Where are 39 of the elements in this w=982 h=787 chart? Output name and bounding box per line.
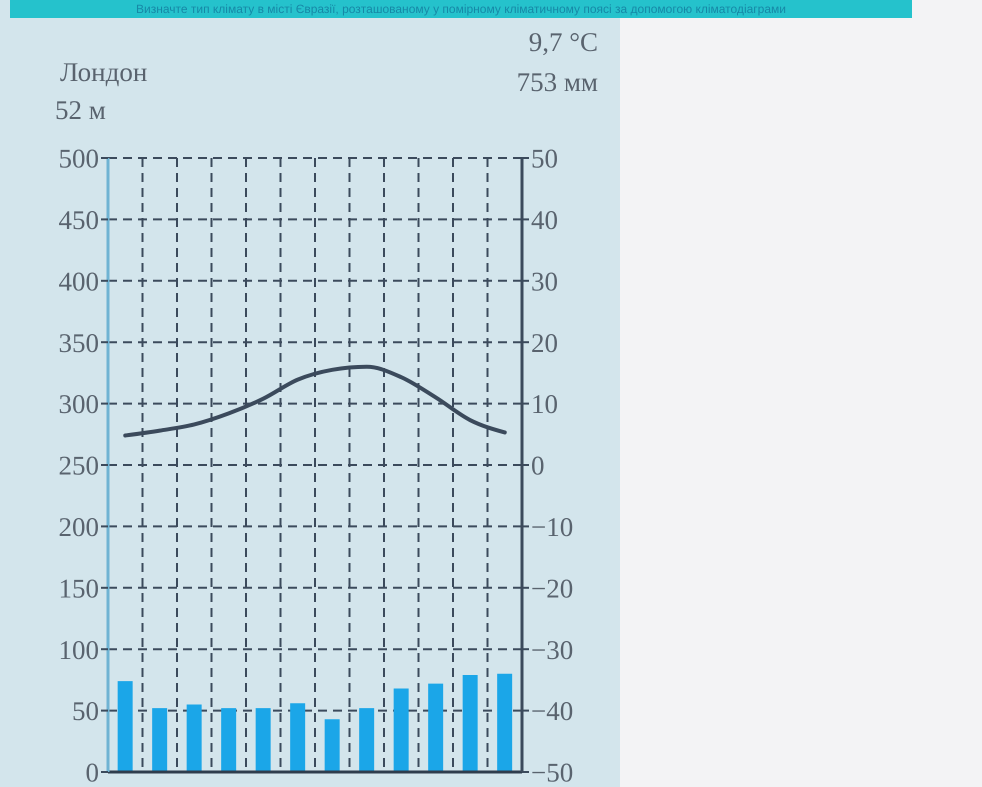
- y2-tick-label: 0: [531, 450, 544, 481]
- chart-title: Визначте тип клімату в місті Євразії, розташованому у помірному кліматичному поясі за допомогою кліматодіаграми: [10, 0, 912, 18]
- text: Лондон: [60, 56, 148, 88]
- bar: [497, 674, 512, 772]
- y2-tick-label: 30: [531, 266, 558, 296]
- y2-tick-label: 50: [531, 144, 558, 174]
- y2-tick-label: 40: [531, 204, 558, 235]
- y-tick-label: 400: [58, 266, 99, 296]
- y-tick-label: 250: [58, 450, 99, 481]
- bar: [359, 708, 374, 772]
- bar: [462, 674, 478, 772]
- y-tick-label: 0: [86, 758, 99, 787]
- y-tick-label: 100: [58, 634, 99, 665]
- bar: [221, 708, 236, 772]
- bar: [324, 719, 340, 772]
- y-tick-label: 500: [58, 144, 99, 174]
- y2-tick-label: −40: [531, 696, 574, 726]
- y-tick-label: 350: [58, 328, 99, 358]
- bar: [118, 681, 133, 772]
- text: 52 м: [55, 94, 106, 126]
- y2-tick-label: 10: [531, 389, 558, 420]
- y2-tick-label: −20: [531, 573, 574, 604]
- bar: [290, 703, 306, 772]
- bar: [186, 704, 202, 772]
- y2-tick-label: −30: [531, 634, 574, 665]
- y-tick-label: 150: [58, 573, 99, 604]
- text: 753 мм: [516, 66, 598, 98]
- y-tick-label: 300: [58, 389, 99, 420]
- bar: [256, 708, 271, 772]
- bar: [152, 708, 168, 772]
- text: 9,7 °C: [528, 26, 598, 58]
- y2-tick-label: −50: [531, 758, 574, 787]
- y-tick-label: 200: [58, 512, 99, 542]
- bar: [428, 684, 444, 772]
- y-tick-label: 50: [72, 696, 99, 726]
- y-tick-label: 450: [58, 204, 99, 235]
- y2-tick-label: 20: [531, 328, 558, 358]
- bar: [394, 688, 409, 772]
- y2-tick-label: −10: [531, 512, 574, 542]
